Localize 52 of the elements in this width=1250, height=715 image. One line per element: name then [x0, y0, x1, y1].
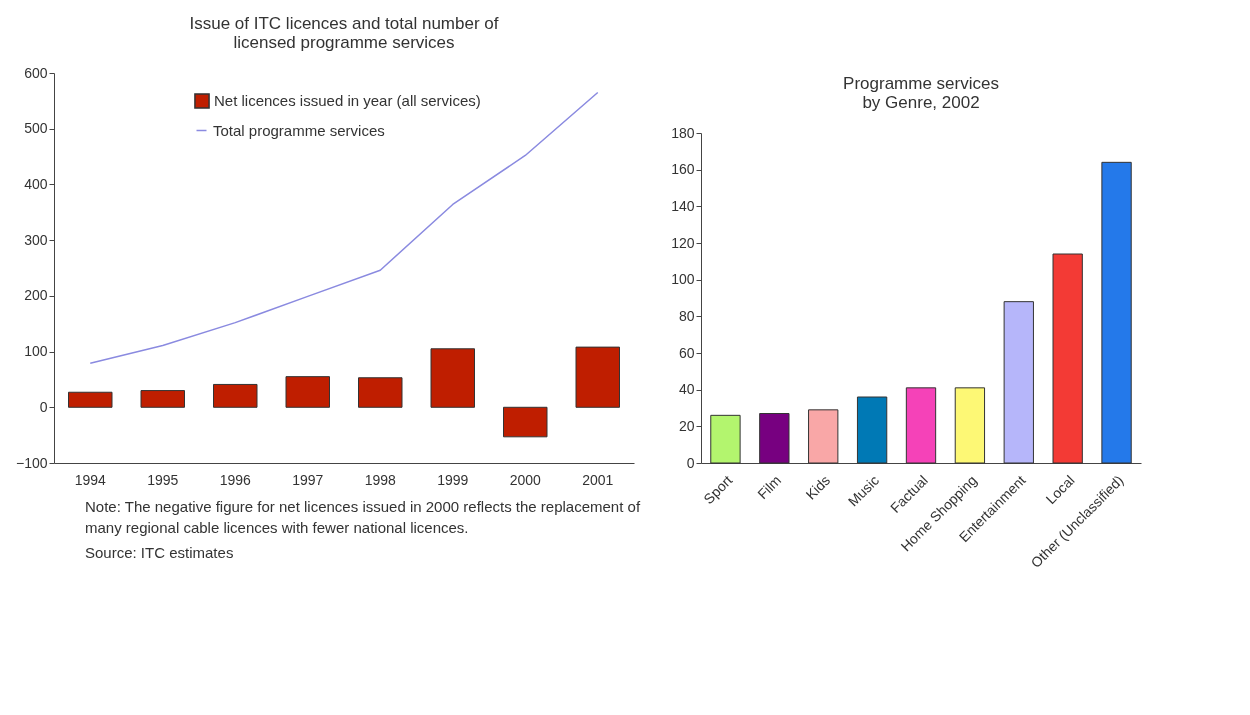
y-tick-label: 60 [678, 344, 695, 361]
y-tick-label: 120 [671, 234, 695, 251]
source-note: Source: ITC estimates [85, 543, 235, 563]
chart-title: Issue of ITC licences and total number of licensed programme services [189, 14, 499, 52]
bar [430, 348, 475, 408]
y-tick-label: 300 [24, 231, 48, 248]
x-tick-label: 1994 [74, 471, 107, 488]
y-tick-label: 600 [24, 64, 48, 81]
x-tick-label: 2001 [582, 471, 614, 488]
y-tick-label: −100 [15, 454, 48, 471]
y-tick-label: 500 [24, 120, 48, 137]
y-tick-label: 0 [39, 398, 48, 415]
y-tick-label: 100 [671, 271, 695, 288]
x-tick-label: Film [754, 472, 785, 503]
bar [213, 383, 258, 408]
bar [68, 391, 113, 408]
x-tick-label: 1996 [219, 471, 252, 488]
bar [1101, 161, 1132, 464]
x-tick-label: 1997 [292, 471, 324, 488]
line-series [89, 91, 599, 365]
x-tick-label: 1998 [364, 471, 397, 488]
text: Note: The negative figure for net licences issued in 2000 reflects the replacement of many regional cable licences with fewer national licences. [85, 497, 642, 538]
bar [759, 413, 790, 464]
bar [905, 387, 937, 464]
y-tick-label: 0 [686, 454, 695, 471]
bar [140, 390, 185, 408]
bar [856, 396, 888, 464]
legend-label: Net licences issued in year (all services) [214, 92, 481, 109]
x-tick-label: 1995 [147, 471, 179, 488]
y-tick-label: 100 [24, 343, 48, 360]
bar [808, 409, 839, 464]
legend-label: Total programme services [213, 121, 385, 139]
y-tick-label: 400 [24, 175, 48, 192]
bar [285, 376, 330, 408]
bar [575, 346, 620, 408]
y-tick-label: 20 [678, 417, 695, 434]
bar [710, 414, 741, 464]
x-tick-label: Kids [802, 472, 834, 503]
y-tick-label: 40 [678, 381, 695, 398]
y-tick-label: 140 [671, 197, 695, 214]
y-tick-label: 80 [678, 307, 695, 324]
chart-title: Programme services by Genre, 2002 [843, 74, 999, 112]
bar [503, 406, 548, 438]
bar [1003, 301, 1034, 464]
y-tick-label: 180 [671, 124, 695, 141]
x-tick-label: 2000 [509, 471, 542, 488]
bar [954, 387, 986, 464]
bar [358, 377, 403, 408]
bar [1052, 253, 1083, 464]
y-tick-label: 160 [671, 161, 695, 178]
x-tick-label: 1999 [437, 471, 469, 488]
y-tick-label: 200 [24, 287, 48, 304]
